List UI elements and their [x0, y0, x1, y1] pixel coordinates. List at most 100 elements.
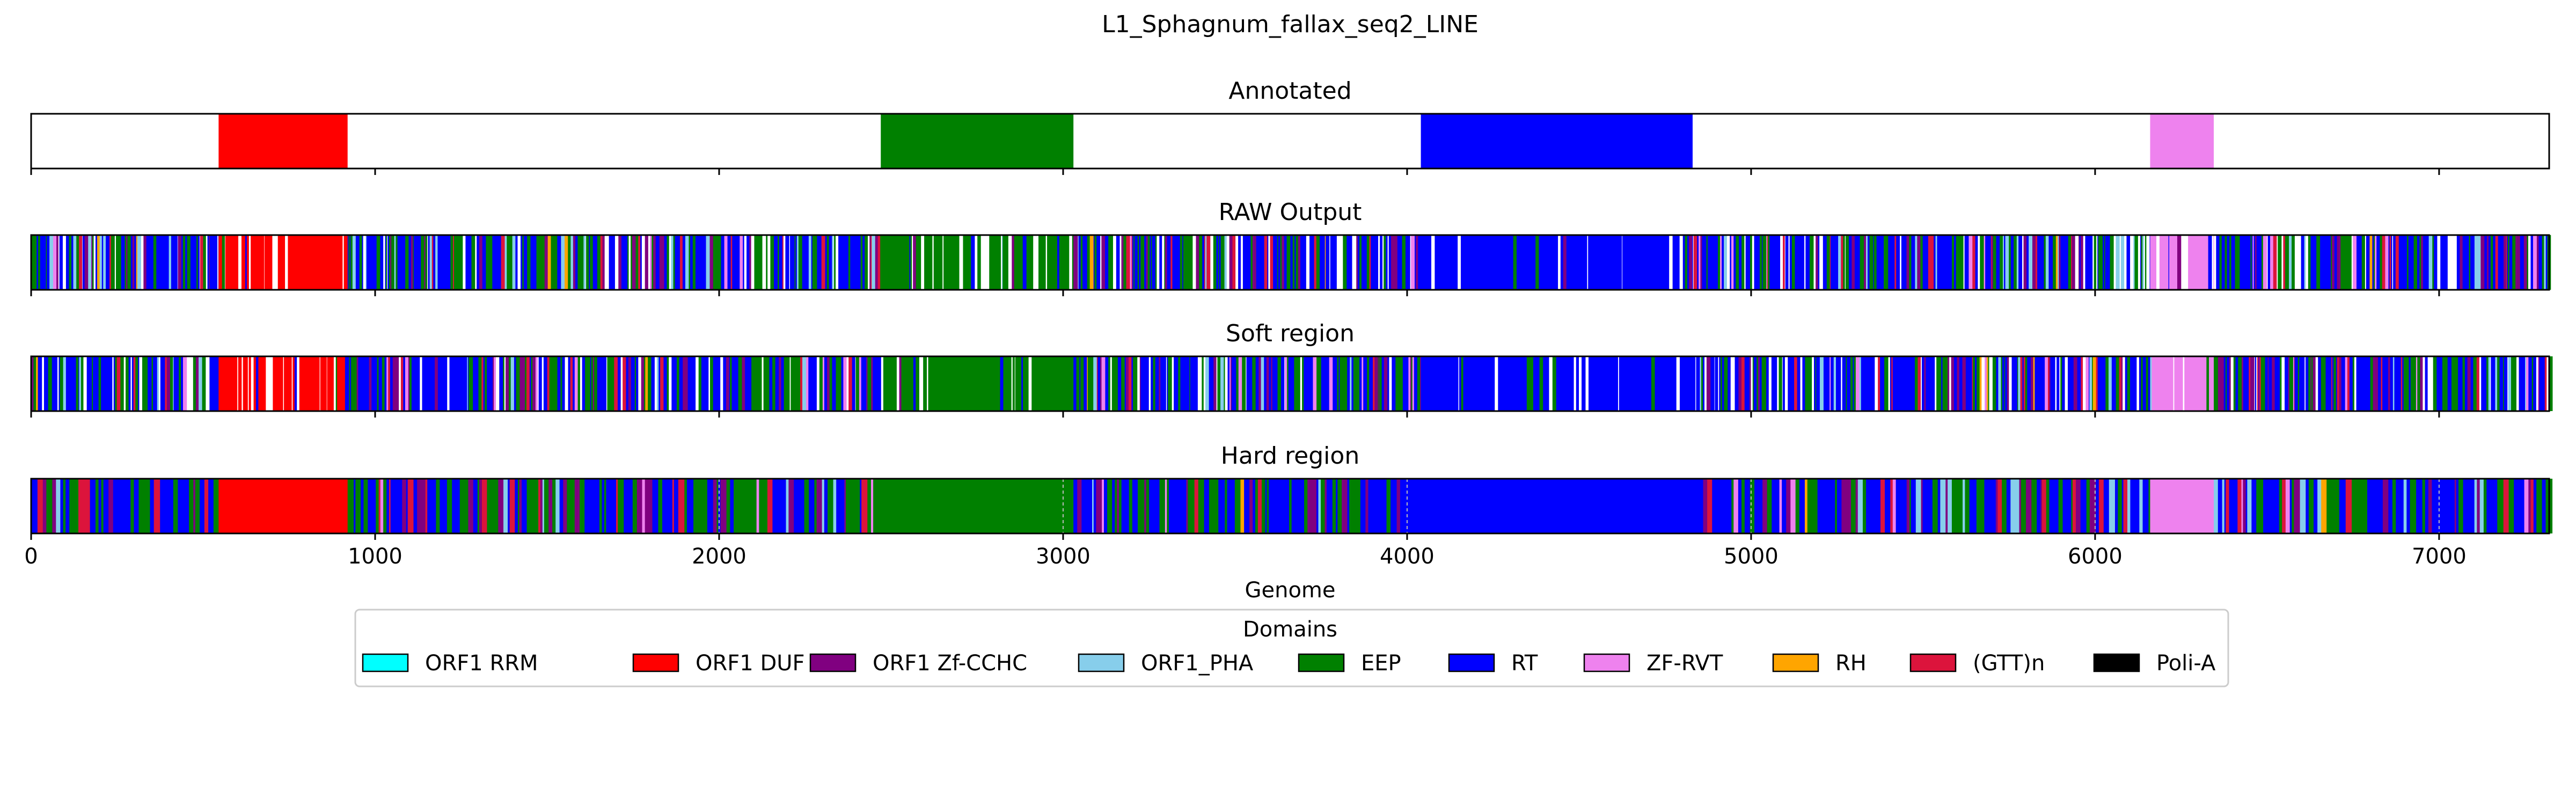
prediction-mark — [2524, 479, 2529, 533]
prediction-mark — [756, 356, 758, 411]
prediction-mark — [870, 479, 874, 533]
prediction-mark — [1440, 235, 1443, 290]
prediction-mark — [1984, 235, 1986, 290]
prediction-mark — [211, 479, 214, 533]
legend-item: ZF-RVT — [1583, 651, 1723, 676]
prediction-mark — [499, 356, 503, 411]
prediction-mark — [297, 235, 302, 290]
legend-swatch — [1583, 653, 1630, 672]
prediction-mark — [302, 356, 304, 411]
prediction-mark — [1002, 235, 1007, 290]
prediction-mark — [1318, 479, 1321, 533]
prediction-mark — [2155, 356, 2157, 411]
prediction-mark — [1857, 479, 1863, 533]
prediction-mark — [1105, 235, 1109, 290]
prediction-mark — [65, 356, 69, 411]
prediction-mark — [233, 235, 237, 290]
prediction-mark — [2289, 235, 2292, 290]
prediction-mark — [1552, 356, 1557, 411]
prediction-mark — [1996, 235, 2000, 290]
prediction-mark — [1922, 235, 1925, 290]
prediction-mark — [1073, 235, 1077, 290]
prediction-mark — [811, 479, 815, 533]
prediction-mark — [1819, 356, 1824, 411]
prediction-mark — [2121, 479, 2124, 533]
prediction-mark — [532, 479, 535, 533]
prediction-mark — [253, 356, 255, 411]
prediction-mark — [1381, 356, 1385, 411]
prediction-mark — [1768, 235, 1770, 290]
prediction-mark — [1670, 356, 1673, 411]
prediction-mark — [255, 356, 259, 411]
prediction-mark — [616, 479, 618, 533]
prediction-mark — [2042, 235, 2045, 290]
prediction-mark — [46, 235, 47, 290]
prediction-mark — [2370, 479, 2375, 533]
prediction-mark — [694, 235, 696, 290]
prediction-mark — [691, 356, 696, 411]
prediction-mark — [306, 235, 310, 290]
prediction-mark — [2018, 356, 2021, 411]
prediction-mark — [2321, 479, 2327, 533]
prediction-mark — [142, 356, 144, 411]
prediction-mark — [1892, 356, 1896, 411]
prediction-mark — [2011, 356, 2015, 411]
prediction-mark — [362, 235, 363, 290]
prediction-mark — [2312, 356, 2316, 411]
prediction-mark — [1146, 235, 1148, 290]
prediction-mark — [1972, 235, 1976, 290]
prediction-mark — [2489, 235, 2491, 290]
prediction-mark — [1111, 356, 1115, 411]
prediction-mark — [1124, 356, 1126, 411]
prediction-mark — [2224, 235, 2227, 290]
prediction-mark — [1921, 356, 1925, 411]
prediction-mark — [2333, 356, 2337, 411]
prediction-mark — [1569, 356, 1572, 411]
prediction-mark — [1851, 235, 1855, 290]
prediction-mark — [1868, 356, 1872, 411]
prediction-mark — [2116, 235, 2120, 290]
prediction-mark — [551, 235, 554, 290]
prediction-mark — [1968, 235, 1973, 290]
prediction-mark — [2039, 479, 2041, 533]
prediction-mark — [2432, 479, 2438, 533]
prediction-mark — [391, 235, 395, 290]
prediction-mark — [1750, 479, 1755, 533]
prediction-mark — [1287, 356, 1289, 411]
prediction-mark — [1343, 356, 1348, 411]
prediction-mark — [538, 356, 540, 411]
prediction-mark — [1605, 235, 1608, 290]
prediction-mark — [101, 356, 103, 411]
prediction-mark — [1772, 479, 1775, 533]
prediction-mark — [2216, 356, 2219, 411]
prediction-mark — [402, 479, 407, 533]
prediction-mark — [396, 235, 398, 290]
prediction-mark — [2376, 235, 2378, 290]
prediction-mark — [1364, 356, 1367, 411]
prediction-mark — [699, 479, 702, 533]
prediction-mark — [1174, 479, 1180, 533]
prediction-mark — [2388, 479, 2390, 533]
prediction-mark — [245, 235, 247, 290]
prediction-mark — [337, 356, 339, 411]
prediction-mark — [2086, 479, 2090, 533]
prediction-mark — [1126, 235, 1131, 290]
prediction-mark — [1915, 479, 1922, 533]
prediction-mark — [621, 235, 625, 290]
prediction-mark — [750, 479, 755, 533]
prediction-mark — [713, 356, 716, 411]
prediction-mark — [1562, 356, 1564, 411]
prediction-mark — [618, 235, 622, 290]
prediction-mark — [2406, 356, 2410, 411]
prediction-mark — [2049, 356, 2051, 411]
prediction-mark — [222, 356, 224, 411]
prediction-mark — [2009, 235, 2011, 290]
prediction-mark — [928, 356, 932, 411]
prediction-mark — [2360, 356, 2364, 411]
prediction-mark — [963, 235, 966, 290]
prediction-mark — [724, 235, 728, 290]
prediction-mark — [1785, 235, 1789, 290]
prediction-mark — [674, 479, 679, 533]
prediction-mark — [348, 235, 350, 290]
prediction-mark — [2152, 235, 2156, 290]
